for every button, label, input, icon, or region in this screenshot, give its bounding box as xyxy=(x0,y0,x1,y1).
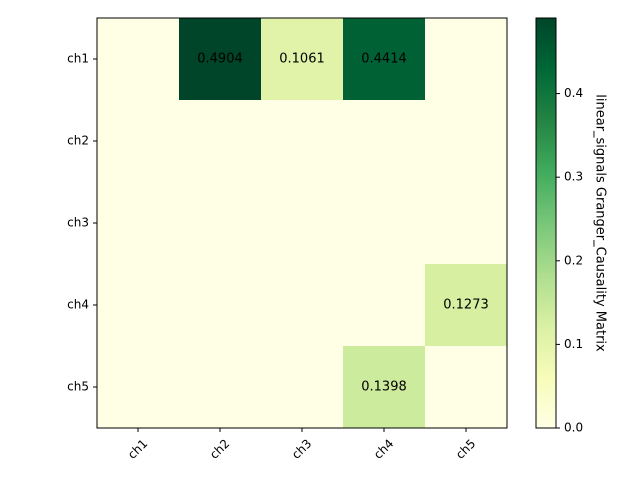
heatmap-cell xyxy=(425,100,507,182)
heatmap-cell xyxy=(261,264,343,346)
colorbar-tick-label: 0.1 xyxy=(564,337,583,351)
y-tick-label: ch4 xyxy=(67,298,89,312)
heatmap-cell xyxy=(261,182,343,264)
heatmap-cell xyxy=(261,18,343,100)
heatmap-cell xyxy=(261,346,343,428)
heatmap-cells xyxy=(97,18,507,428)
heatmap-cell xyxy=(343,100,425,182)
heatmap-cell xyxy=(97,346,179,428)
heatmap-cell xyxy=(261,100,343,182)
heatmap-cell xyxy=(425,264,507,346)
x-axis: ch1 ch2 ch3 ch4 ch5 xyxy=(125,428,478,462)
heatmap-cell xyxy=(343,182,425,264)
colorbar-tick-label: 0.3 xyxy=(564,170,583,184)
heatmap-cell xyxy=(97,264,179,346)
heatmap-cell xyxy=(179,18,261,100)
heatmap-cell xyxy=(343,18,425,100)
x-tick-label: ch3 xyxy=(289,436,314,461)
heatmap-cell xyxy=(343,264,425,346)
heatmap-cell xyxy=(179,264,261,346)
y-tick-label: ch5 xyxy=(67,380,89,394)
heatmap-cell xyxy=(97,182,179,264)
cell-annotation: 0.1273 xyxy=(443,298,489,313)
y-tick-label: ch2 xyxy=(67,134,89,148)
colorbar-gradient xyxy=(535,17,557,429)
colorbar-tick-label: 0.4 xyxy=(564,86,583,100)
colorbar-tick-label: 0.0 xyxy=(564,421,583,435)
x-tick-label: ch1 xyxy=(125,436,150,461)
cell-annotation: 0.4904 xyxy=(197,52,243,67)
heatmap-cell xyxy=(179,182,261,264)
colorbar-label: linear_signals Granger_Causality Matrix xyxy=(593,94,608,352)
colorbar-tick-label: 0.2 xyxy=(564,253,583,267)
heatmap-cell xyxy=(425,346,507,428)
x-tick-label: ch4 xyxy=(371,436,396,461)
y-tick-label: ch1 xyxy=(67,52,89,66)
heatmap-cell xyxy=(97,100,179,182)
heatmap-cell xyxy=(97,18,179,100)
y-axis: ch1 ch2 ch3 ch4 ch5 xyxy=(67,52,97,394)
cell-annotations: 0.4904 0.1061 0.4414 0.1273 0.1398 xyxy=(197,52,489,395)
heatmap-cell xyxy=(179,100,261,182)
x-tick-label: ch5 xyxy=(453,436,478,461)
colorbar-ticks: 0.0 0.1 0.2 0.3 0.4 xyxy=(556,86,583,435)
heatmap-cell xyxy=(179,346,261,428)
heatmap-cell xyxy=(343,346,425,428)
y-tick-label: ch3 xyxy=(67,216,89,230)
heatmap-cell xyxy=(425,182,507,264)
cell-annotation: 0.1061 xyxy=(279,52,325,67)
colorbar: 0.0 0.1 0.2 0.3 0.4 linear_signals Granger_C… xyxy=(535,17,608,435)
cell-annotation: 0.4414 xyxy=(361,52,407,67)
cell-annotation: 0.1398 xyxy=(361,380,407,395)
x-tick-label: ch2 xyxy=(207,436,232,461)
heatmap-cell xyxy=(425,18,507,100)
